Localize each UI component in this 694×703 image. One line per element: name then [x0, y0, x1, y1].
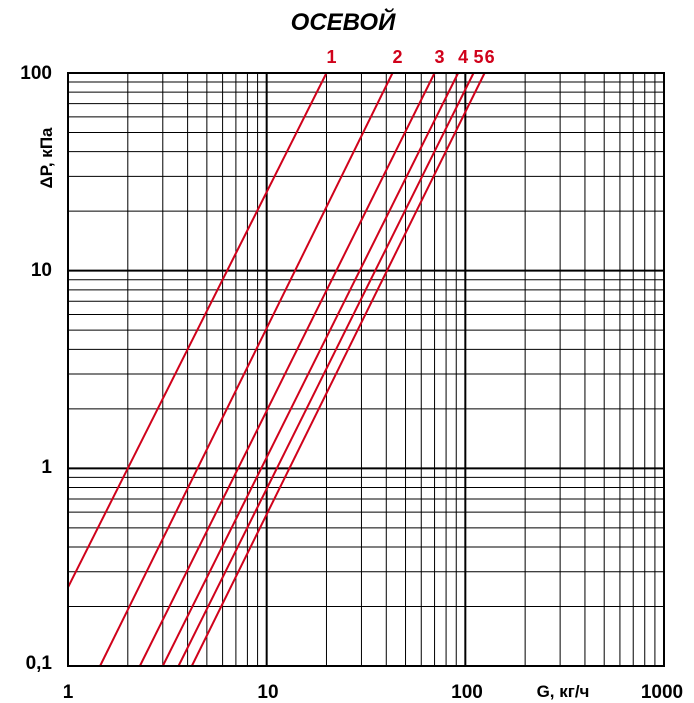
y-tick-label: 1: [41, 457, 52, 478]
series-label-4: 4: [458, 47, 468, 67]
x-tick-label: 1000: [641, 682, 683, 703]
y-axis-label: ΔP, кПа: [37, 127, 56, 189]
series-line-4: [161, 72, 460, 667]
series-label-2: 2: [393, 47, 403, 67]
x-tick-label: 100: [451, 682, 483, 703]
series-line-2: [99, 72, 394, 667]
x-axis-label: G, кг/ч: [537, 682, 590, 701]
chart-title: ОСЕВОЙ: [291, 7, 396, 36]
x-tick-label: 1: [63, 682, 74, 703]
series-line-1: [67, 72, 328, 588]
series-line-3: [138, 72, 436, 667]
y-tick-label: 100: [20, 63, 52, 84]
series-label-5: 5: [474, 47, 484, 67]
y-tick-label: 0,1: [26, 653, 53, 674]
series-label-3: 3: [435, 47, 445, 67]
series-line-6: [190, 72, 486, 667]
series-label-1: 1: [326, 47, 336, 67]
y-tick-label: 10: [31, 260, 52, 281]
grid-minor: [68, 73, 664, 666]
series-label-6: 6: [485, 47, 495, 67]
series-lines: [67, 72, 486, 667]
series-line-5: [177, 72, 475, 667]
x-tick-label: 10: [257, 682, 278, 703]
plot-frame: [67, 72, 665, 667]
grid-major: [68, 73, 664, 666]
